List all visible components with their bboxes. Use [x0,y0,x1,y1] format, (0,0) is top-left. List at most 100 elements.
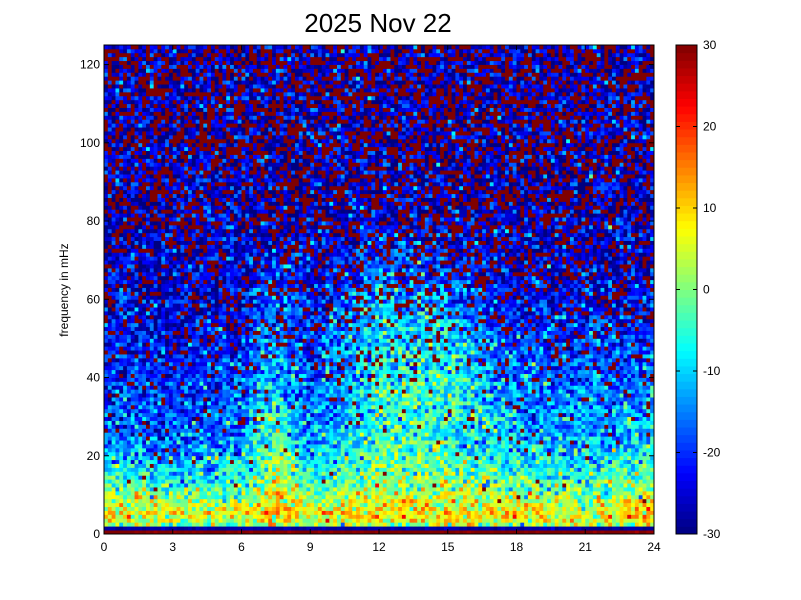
heatmap-cell [242,475,246,479]
heatmap-cell [276,421,280,425]
heatmap-cell [211,514,215,518]
heatmap-cell [413,507,417,511]
heatmap-cell [127,526,131,530]
heatmap-cell [180,499,184,503]
heatmap-cell [268,522,272,526]
heatmap-cell [360,424,364,428]
heatmap-cell [532,409,536,413]
heatmap-cell [161,452,165,456]
heatmap-cell [585,460,589,464]
heatmap-cell [410,491,414,495]
heatmap-cell [635,503,639,507]
heatmap-cell [226,483,230,487]
heatmap-cell [471,397,475,401]
heatmap-cell [425,518,429,522]
heatmap-cell [513,421,517,425]
heatmap-cell [471,421,475,425]
heatmap-cell [482,460,486,464]
heatmap-cell [333,475,337,479]
heatmap-cell [314,514,318,518]
heatmap-cell [513,475,517,479]
heatmap-cell [505,456,509,460]
heatmap-cell [150,499,154,503]
heatmap-cell [203,452,207,456]
heatmap-cell [169,495,173,499]
heatmap-cell [459,511,463,515]
heatmap-cell [524,421,528,425]
heatmap-cell [364,503,368,507]
heatmap-cell [146,413,150,417]
heatmap-cell [196,503,200,507]
heatmap-cell [375,401,379,405]
heatmap-cell [643,511,647,515]
heatmap-cell [505,518,509,522]
heatmap-cell [394,499,398,503]
heatmap-cell [410,421,414,425]
heatmap-cell [490,456,494,460]
heatmap-cell [314,518,318,522]
heatmap-cell [509,401,513,405]
heatmap-cell [280,491,284,495]
heatmap-cell [398,409,402,413]
heatmap-cell [356,491,360,495]
heatmap-cell [635,432,639,436]
heatmap-cell [387,471,391,475]
heatmap-cell [402,479,406,483]
heatmap-cell [612,468,616,472]
heatmap-cell [138,409,142,413]
heatmap-cell [406,471,410,475]
heatmap-cell [131,507,135,511]
heatmap-cell [555,468,559,472]
heatmap-cell [192,409,196,413]
heatmap-cell [631,487,635,491]
heatmap-cell [135,456,139,460]
heatmap-cell [131,514,135,518]
heatmap-cell [467,464,471,468]
heatmap-cell [566,413,570,417]
heatmap-cell [326,503,330,507]
heatmap-cell [230,471,234,475]
heatmap-cell [161,491,165,495]
heatmap-cell [142,464,146,468]
heatmap-cell [123,448,127,452]
heatmap-cell [410,456,414,460]
heatmap-cell [532,444,536,448]
heatmap-cell [604,409,608,413]
heatmap-cell [532,479,536,483]
heatmap-cell [425,401,429,405]
heatmap-cell [371,424,375,428]
heatmap-cell [517,460,521,464]
heatmap-cell [310,526,314,530]
heatmap-cell [551,413,555,417]
heatmap-cell [352,507,356,511]
heatmap-cell [177,471,181,475]
heatmap-cell [581,495,585,499]
heatmap-cell [234,518,238,522]
heatmap-cell [127,518,131,522]
heatmap-cell [429,511,433,515]
heatmap-cell [398,479,402,483]
heatmap-cell [234,428,238,432]
heatmap-cell [242,440,246,444]
heatmap-cell [520,507,524,511]
heatmap-cell [112,511,116,515]
heatmap-cell [539,444,543,448]
heatmap-cell [268,405,272,409]
heatmap-cell [169,518,173,522]
heatmap-cell [352,452,356,456]
heatmap-cell [264,491,268,495]
heatmap-cell [238,507,242,511]
heatmap-cell [574,440,578,444]
heatmap-cell [390,507,394,511]
heatmap-cell [242,432,246,436]
heatmap-cell [432,444,436,448]
heatmap-cell [593,495,597,499]
heatmap-cell [169,424,173,428]
heatmap-cell [352,483,356,487]
heatmap-cell [180,526,184,530]
heatmap-cell [570,475,574,479]
heatmap-cell [161,522,165,526]
heatmap-cell [295,432,299,436]
heatmap-cell [150,522,154,526]
heatmap-cell [402,456,406,460]
